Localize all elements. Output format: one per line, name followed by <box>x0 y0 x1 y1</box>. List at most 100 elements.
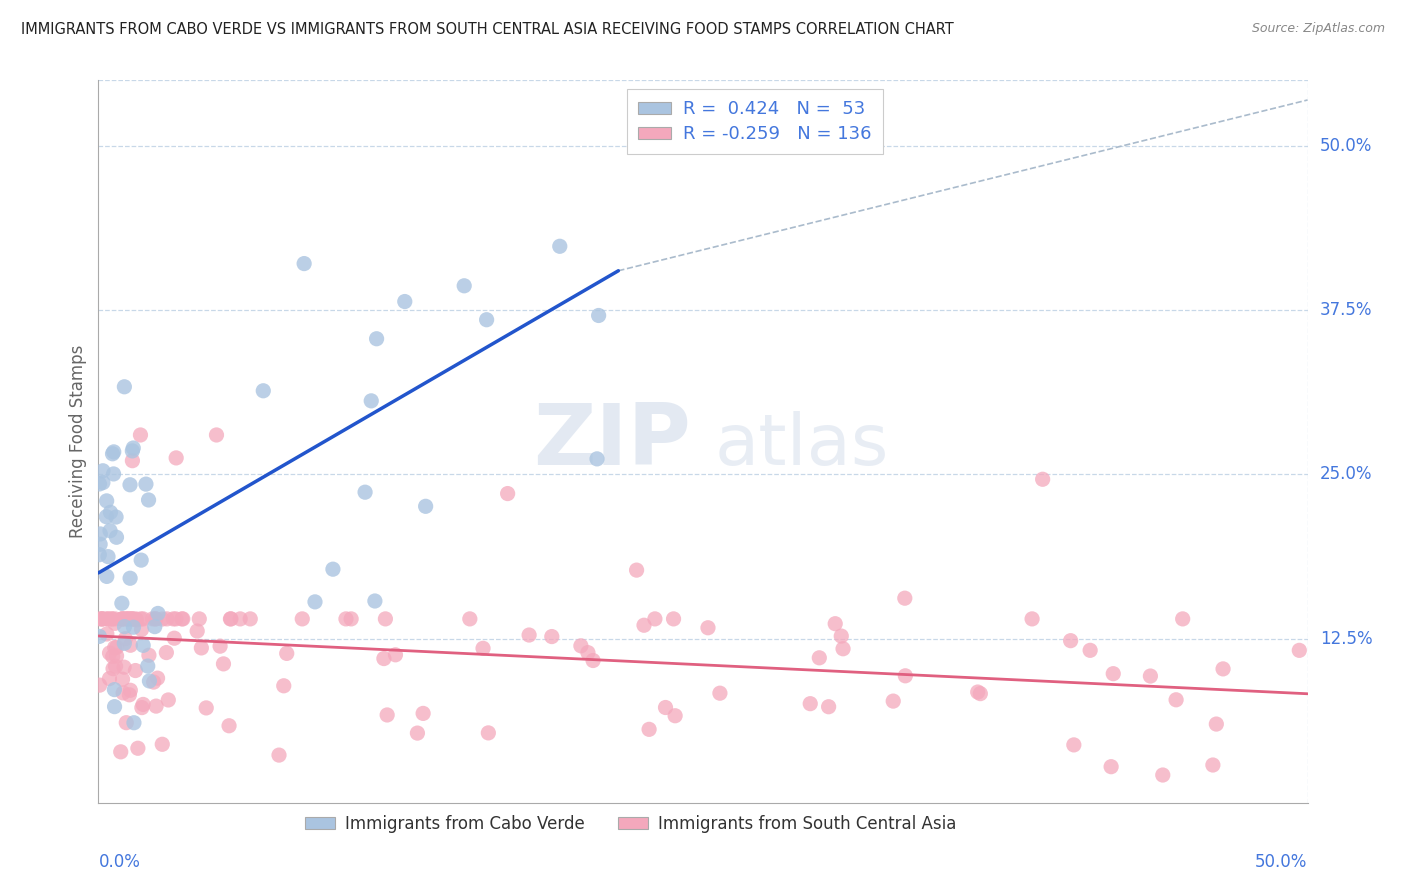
Point <box>969 687 991 701</box>
Point <box>219 612 242 626</box>
Point <box>1078 643 1101 657</box>
Point <box>145 612 167 626</box>
Point <box>146 607 169 621</box>
Point <box>121 453 143 467</box>
Point <box>374 612 396 626</box>
Text: IMMIGRANTS FROM CABO VERDE VS IMMIGRANTS FROM SOUTH CENTRAL ASIA RECEIVING FOOD : IMMIGRANTS FROM CABO VERDE VS IMMIGRANTS… <box>21 22 953 37</box>
Point <box>89 527 111 541</box>
Point <box>472 641 495 656</box>
Point <box>104 612 127 626</box>
Point <box>586 451 609 466</box>
Point <box>626 563 648 577</box>
Point <box>276 647 298 661</box>
Point <box>157 693 180 707</box>
Point <box>118 688 141 702</box>
Point <box>97 612 120 626</box>
Point <box>121 612 143 626</box>
Point <box>458 612 481 626</box>
Point <box>1205 717 1227 731</box>
Point <box>145 699 167 714</box>
Point <box>120 612 142 626</box>
Point <box>894 669 917 683</box>
Point <box>100 612 122 626</box>
Point <box>824 616 846 631</box>
Text: atlas: atlas <box>716 410 890 480</box>
Point <box>111 612 134 626</box>
Point <box>101 649 124 664</box>
Point <box>517 628 540 642</box>
Point <box>709 686 731 700</box>
Point <box>335 612 357 626</box>
Point <box>89 548 111 562</box>
Point <box>209 639 232 653</box>
Point <box>142 612 165 626</box>
Point <box>103 445 125 459</box>
Point <box>150 612 173 626</box>
Point <box>89 629 111 643</box>
Point <box>219 612 242 626</box>
Point <box>96 627 118 641</box>
Point <box>96 612 118 626</box>
Point <box>799 697 821 711</box>
Point <box>91 612 114 626</box>
Point <box>156 612 179 626</box>
Point <box>98 646 121 660</box>
Point <box>91 464 114 478</box>
Point <box>132 612 155 626</box>
Point <box>91 612 114 626</box>
Point <box>165 450 187 465</box>
Point <box>114 632 136 646</box>
Point <box>1059 633 1081 648</box>
Text: 50.0%: 50.0% <box>1320 137 1372 155</box>
Point <box>129 553 152 567</box>
Point <box>172 612 194 626</box>
Point <box>406 726 429 740</box>
Point <box>817 699 839 714</box>
Point <box>1139 669 1161 683</box>
Point <box>697 621 720 635</box>
Point <box>101 612 124 626</box>
Point <box>364 594 387 608</box>
Point <box>165 612 187 626</box>
Point <box>111 612 134 626</box>
Point <box>101 662 124 676</box>
Point <box>638 723 661 737</box>
Point <box>360 393 382 408</box>
Point <box>89 477 111 491</box>
Point <box>664 708 686 723</box>
Point <box>89 678 111 692</box>
Point <box>384 648 406 662</box>
Point <box>1171 612 1194 626</box>
Point <box>111 672 134 686</box>
Point <box>190 640 212 655</box>
Point <box>1212 662 1234 676</box>
Point <box>477 726 499 740</box>
Point <box>1063 738 1085 752</box>
Point <box>121 612 143 626</box>
Point <box>588 309 610 323</box>
Point <box>100 505 122 519</box>
Point <box>1021 612 1043 626</box>
Point <box>453 278 475 293</box>
Point <box>322 562 344 576</box>
Point <box>373 651 395 665</box>
Point <box>415 500 437 514</box>
Point <box>101 447 124 461</box>
Point <box>304 595 326 609</box>
Point <box>292 256 315 270</box>
Point <box>97 549 120 564</box>
Point <box>89 612 111 626</box>
Point <box>150 737 173 751</box>
Text: 12.5%: 12.5% <box>1320 630 1372 648</box>
Text: Source: ZipAtlas.com: Source: ZipAtlas.com <box>1251 22 1385 36</box>
Point <box>105 510 128 524</box>
Point <box>138 648 160 663</box>
Point <box>273 679 295 693</box>
Point <box>105 530 128 544</box>
Point <box>143 619 166 633</box>
Point <box>832 641 855 656</box>
Point <box>170 612 193 626</box>
Point <box>1202 758 1225 772</box>
Point <box>205 428 228 442</box>
Point <box>195 701 218 715</box>
